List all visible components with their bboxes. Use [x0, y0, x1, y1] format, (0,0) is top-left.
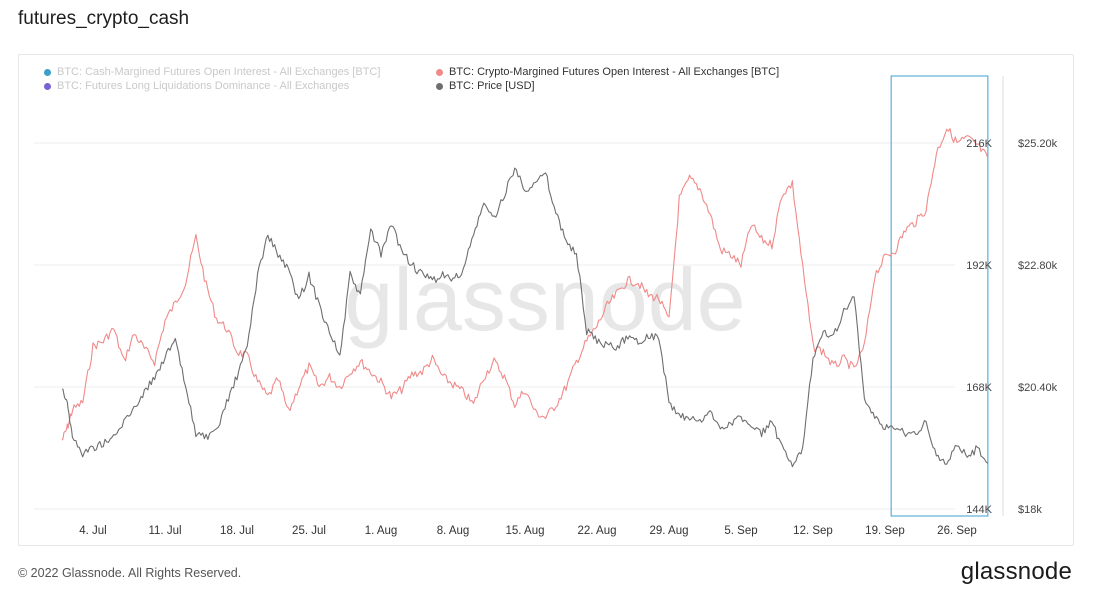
- legend-label: BTC: Price [USD]: [449, 80, 535, 92]
- glassnode-logo[interactable]: glassnode: [960, 558, 1072, 585]
- footer-copyright: © 2022 Glassnode. All Rights Reserved.: [18, 566, 242, 580]
- legend-dot-icon: [436, 68, 443, 76]
- legend-item-btc-price[interactable]: BTC: Price [USD]: [436, 79, 779, 93]
- legend-label: BTC: Futures Long Liquidations Dominance…: [57, 80, 350, 92]
- legend-label: BTC: Crypto-Margined Futures Open Intere…: [449, 66, 780, 78]
- legend-label: BTC: Cash-Margined Futures Open Interest…: [57, 66, 381, 78]
- legend-dot-icon: [44, 68, 51, 76]
- chart-card: [18, 54, 1074, 546]
- legend-left: BTC: Cash-Margined Futures Open Interest…: [44, 65, 380, 93]
- legend-right: BTC: Crypto-Margined Futures Open Intere…: [436, 65, 779, 93]
- page-title: futures_crypto_cash: [18, 8, 190, 29]
- legend-item-crypto-margined-oi[interactable]: BTC: Crypto-Margined Futures Open Intere…: [436, 65, 779, 79]
- legend-item-long-liquidations-dominance[interactable]: BTC: Futures Long Liquidations Dominance…: [44, 79, 380, 93]
- legend-dot-icon: [44, 82, 51, 90]
- legend-dot-icon: [436, 82, 443, 90]
- legend-item-cash-margined-oi[interactable]: BTC: Cash-Margined Futures Open Interest…: [44, 65, 380, 79]
